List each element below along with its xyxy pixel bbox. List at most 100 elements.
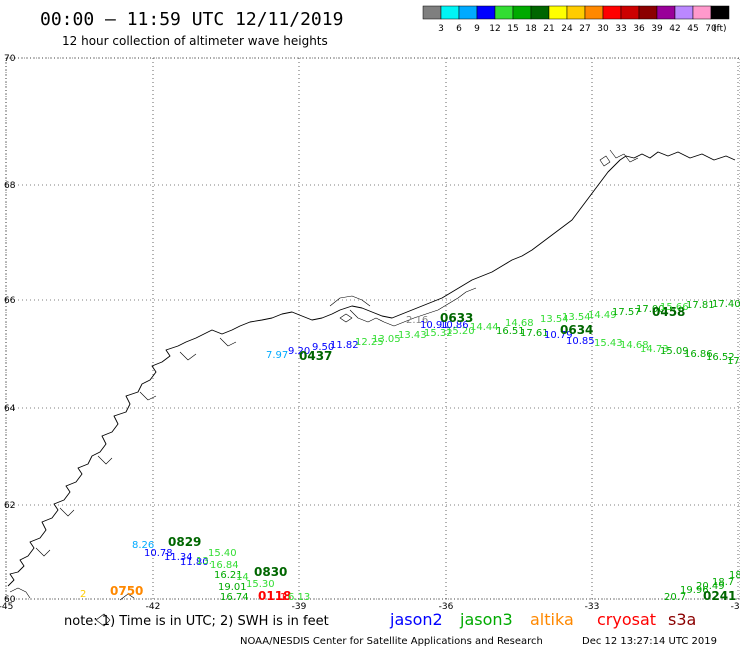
legend-swatch <box>530 5 550 20</box>
wave-height-value: 19.01 <box>218 582 247 593</box>
color-legend: 3 6 9 12 15 18 21 24 27 30 33 36 39 42 45 70(ft) <box>422 5 730 34</box>
wave-height-value: 17.40 <box>712 299 740 310</box>
lon-tick-label: -30 <box>731 602 740 612</box>
legend-swatch <box>422 5 442 20</box>
wave-height-value: 14.68 <box>620 340 649 351</box>
wave-height-value: 11.34 <box>164 552 193 563</box>
wave-height-value: 15.43 <box>594 338 623 349</box>
legend-label: 9 <box>474 24 480 34</box>
pass-time-label: 0458 <box>652 305 685 319</box>
pass-time-label: 0750 <box>110 584 143 598</box>
legend-swatch <box>656 5 676 20</box>
wave-height-value: 15.40 <box>208 548 237 559</box>
legend-swatch <box>494 5 514 20</box>
wave-height-value: 17.57 <box>612 307 641 318</box>
greenland-coastline <box>7 151 736 587</box>
legend-swatch <box>512 5 532 20</box>
footer-note: note: 1) Time is in UTC; 2) SWH is in fe… <box>64 614 329 629</box>
legend-swatch <box>440 5 460 20</box>
satellite-key-jason2: jason2 <box>389 610 443 629</box>
wave-height-value: 10.86 <box>440 320 469 331</box>
legend-swatch <box>548 5 568 20</box>
wave-height-value: 16.86 <box>684 349 713 360</box>
lat-lon-grid <box>5 57 740 600</box>
wave-height-value: 13. <box>196 556 212 567</box>
legend-swatch <box>710 5 730 20</box>
legend-label: 12 <box>489 24 500 34</box>
wave-height-value: 2.16 <box>406 315 428 326</box>
satellite-key: jason2 jason3 altika cryosat s3a <box>389 610 696 629</box>
satellite-key-altika: altika <box>530 610 574 629</box>
axis-tick-labels: -45 -42 -39 -36 -33 -30 60 62 64 66 68 70 <box>0 54 740 612</box>
legend-label: 15 <box>507 24 518 34</box>
wave-height-value: 20.49 <box>696 581 725 592</box>
wave-height-value: 9.20 <box>288 346 310 357</box>
wave-height-value: 10.85 <box>566 336 595 347</box>
wave-height-value: 10.91 <box>420 320 449 331</box>
wave-height-value: 19.96 <box>680 585 709 596</box>
wave-height-value: 13.43 <box>398 330 427 341</box>
pass-time-label: 0633 <box>440 311 473 325</box>
lon-tick-label: -45 <box>0 602 13 612</box>
wave-height-value: 11.80 <box>180 557 209 568</box>
wave-height-value: 11.82 <box>330 340 359 351</box>
credit-line: NOAA/NESDIS Center for Satellite Applica… <box>240 636 543 647</box>
lon-tick-label: -33 <box>585 602 600 612</box>
wave-height-value: 10.78 <box>144 548 173 559</box>
pass-time-label: 0830 <box>254 565 287 579</box>
pass-time-label: 0118 <box>258 589 291 603</box>
wave-height-value: 7.97 <box>266 350 288 361</box>
legend-swatch <box>620 5 640 20</box>
lat-tick-label: 68 <box>4 181 16 191</box>
satellite-key-jason3: jason3 <box>459 610 513 629</box>
wave-height-value: 15.09 <box>660 346 689 357</box>
wave-height-value: 14 <box>236 572 249 583</box>
satellite-key-cryosat: cryosat <box>597 610 656 629</box>
wave-height-value: 16.51 <box>496 326 525 337</box>
legend-swatch <box>692 5 712 20</box>
wave-height-value: 17.81 <box>686 300 715 311</box>
wave-height-value: 13.54 <box>562 312 591 323</box>
wave-height-value: 20.7 <box>664 592 686 603</box>
legend-label: 70 <box>705 24 717 34</box>
wave-height-value: 16.21 <box>214 570 243 581</box>
wave-height-value: 9.50 <box>312 342 334 353</box>
coastline <box>7 149 736 627</box>
lat-tick-label: 60 <box>4 595 16 605</box>
legend-swatch <box>602 5 622 20</box>
legend-label: 6 <box>456 24 462 34</box>
wave-height-value: 13.05 <box>372 334 401 345</box>
wave-height-value: 2 <box>80 589 86 600</box>
wave-height-value: 17. <box>727 356 740 367</box>
legend-label: 39 <box>651 24 663 34</box>
map-subtitle: 12 hour collection of altimeter wave hei… <box>62 34 328 48</box>
wave-height-value: 16.74 <box>220 592 249 603</box>
legend-label: 24 <box>561 24 573 34</box>
wave-height-value: 17.00 <box>636 304 665 315</box>
wave-height-value: 15.32 <box>424 328 453 339</box>
lat-tick-label: 66 <box>4 296 16 306</box>
wave-height-value: 12.25 <box>355 337 384 348</box>
wave-height-value: 6.13 <box>288 592 310 603</box>
pass-time-label: 0437 <box>299 349 332 363</box>
satellite-key-s3a: s3a <box>668 610 696 629</box>
lat-tick-label: 70 <box>4 54 16 64</box>
wave-height-value: 14.49 <box>588 310 617 321</box>
map-title: 00:00 – 11:59 UTC 12/11/2019 <box>40 9 343 30</box>
pass-time-label: 0634 <box>560 323 593 337</box>
plot-frame <box>5 57 740 600</box>
wave-height-value: 18.7 <box>712 577 734 588</box>
lon-tick-label: -39 <box>292 602 307 612</box>
wave-height-value: 10.79 <box>544 330 573 341</box>
coastline-inner <box>9 149 639 601</box>
legend-label: 33 <box>615 24 626 34</box>
legend-swatch <box>566 5 586 20</box>
legend-label: 30 <box>597 24 609 34</box>
legend-label: 36 <box>633 24 645 34</box>
generated-timestamp: Dec 12 13:27:14 UTC 2019 <box>582 636 717 647</box>
legend-label: 27 <box>579 24 590 34</box>
plot-area: -45 -42 -39 -36 -33 -30 60 62 64 66 68 70 7.979.209… <box>0 54 740 627</box>
wave-height-value: 15.66 <box>660 302 689 313</box>
wave-height-value: 14.68 <box>505 318 534 329</box>
pass-time-label: 0829 <box>168 535 201 549</box>
